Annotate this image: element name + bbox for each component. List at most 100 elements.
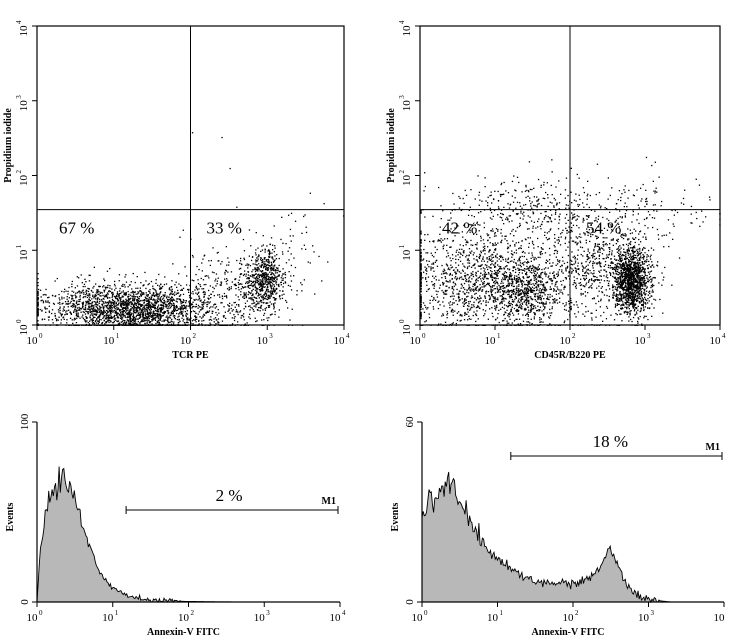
event-dot (168, 322, 170, 324)
event-dot (232, 309, 234, 311)
x-tick-label-group: 10 4 (334, 332, 351, 347)
event-dot (518, 247, 520, 250)
event-dot (271, 313, 273, 315)
event-dot (474, 287, 477, 289)
event-dot (120, 316, 122, 318)
event-dot (128, 298, 130, 300)
event-dot (541, 301, 543, 303)
event-dot (273, 291, 276, 293)
event-dot (536, 289, 538, 292)
event-dot (127, 308, 129, 310)
event-dot (281, 279, 283, 281)
x-tick-label-group: 10 1 (103, 332, 120, 347)
event-dot (37, 323, 39, 325)
event-dot (273, 306, 275, 308)
event-dot (456, 303, 459, 306)
event-dot (517, 289, 520, 291)
event-dot (139, 290, 141, 292)
event-dot (221, 261, 223, 263)
event-dot (152, 306, 154, 308)
event-dot (150, 305, 152, 307)
event-dot (518, 318, 521, 320)
event-dot (209, 301, 211, 303)
event-dot (509, 318, 511, 320)
event-dot (174, 284, 176, 286)
event-dot (137, 306, 139, 308)
event-dot (507, 246, 509, 248)
event-dot (468, 248, 471, 250)
event-dot (103, 278, 105, 280)
event-dot (227, 304, 229, 306)
event-dot (518, 290, 520, 292)
event-dot (133, 293, 135, 295)
event-dot (200, 299, 202, 301)
event-dot (543, 313, 545, 315)
event-dot (122, 307, 124, 309)
event-dot (166, 323, 168, 325)
event-dot (283, 293, 285, 295)
event-dot (260, 264, 263, 266)
event-dot (155, 293, 157, 296)
event-dot (138, 322, 141, 324)
event-dot (534, 256, 536, 259)
event-dot (506, 247, 509, 250)
event-dot (457, 270, 459, 272)
event-dot (42, 300, 45, 302)
event-dot (245, 296, 247, 299)
event-dot (515, 282, 517, 284)
event-dot (185, 321, 187, 324)
event-dot (157, 297, 159, 299)
event-dot (130, 300, 132, 303)
event-dot (84, 319, 86, 321)
event-dot (445, 280, 448, 282)
event-dot (541, 295, 543, 297)
event-dot (510, 302, 512, 305)
event-dot (157, 317, 160, 319)
quadrant-percent-label: 67 % (59, 219, 94, 238)
event-dot (264, 293, 266, 295)
y-tick-label-group: 100 (15, 319, 30, 336)
event-dot (556, 299, 558, 301)
event-dot (533, 272, 536, 275)
event-dot (171, 304, 173, 306)
event-dot (136, 296, 138, 298)
event-dot (161, 309, 163, 311)
event-dot (492, 276, 494, 278)
event-dot (268, 259, 270, 261)
event-dot (127, 300, 129, 302)
event-dot (442, 313, 444, 315)
event-dot (510, 278, 512, 280)
event-dot (116, 294, 118, 297)
event-dot (514, 277, 516, 280)
event-dot (89, 274, 91, 277)
event-dot (65, 311, 67, 313)
event-dot (258, 297, 260, 299)
event-dot (455, 251, 457, 253)
event-dot (472, 289, 474, 291)
event-dot (106, 305, 108, 307)
event-dot (47, 316, 50, 318)
event-dot (425, 306, 427, 309)
event-dot (145, 308, 147, 311)
event-dot (177, 308, 180, 310)
event-dot (270, 290, 272, 292)
event-dot (89, 303, 91, 305)
event-dot (255, 292, 257, 295)
event-dot (451, 266, 454, 268)
event-dot (488, 282, 490, 284)
event-dot (592, 279, 594, 282)
event-dot (171, 296, 173, 299)
event-dot (110, 301, 113, 303)
event-dot (172, 323, 175, 325)
event-dot (459, 314, 461, 317)
event-dot (534, 305, 536, 307)
event-dot (263, 283, 265, 285)
event-dot (550, 279, 552, 282)
event-dot (173, 310, 175, 312)
event-dot (141, 308, 143, 310)
event-dot (504, 266, 507, 268)
event-dot (528, 275, 530, 278)
event-dot (267, 282, 270, 285)
event-dot (256, 291, 258, 294)
event-dot (247, 277, 249, 279)
